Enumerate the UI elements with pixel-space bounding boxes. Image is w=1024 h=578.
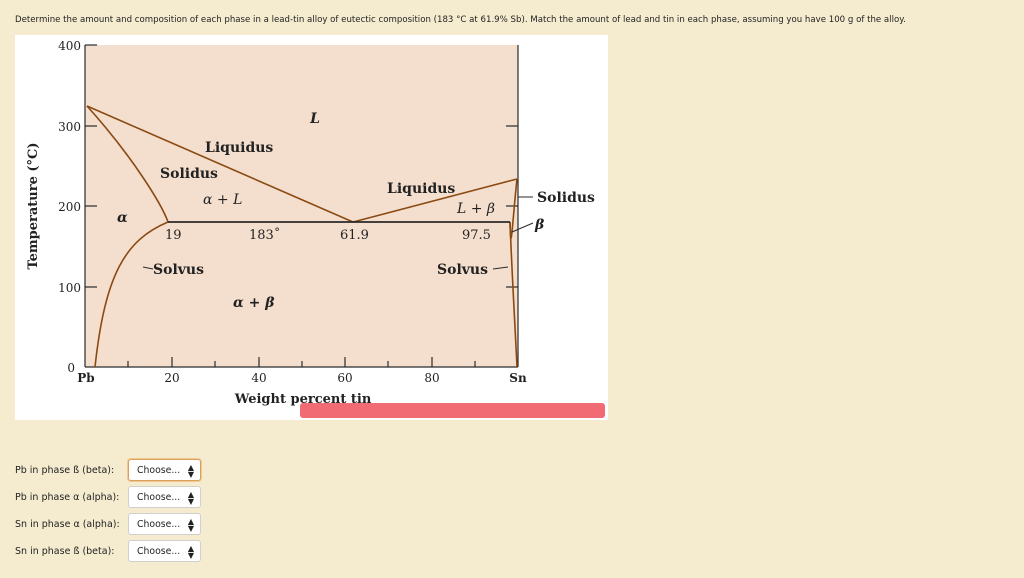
label-61-9: 61.9 (340, 228, 369, 243)
label-97-5: 97.5 (462, 228, 491, 243)
solidus-left-curve (86, 105, 169, 223)
question-row-sn-beta: Sn in phase ß (beta): Choose... ▲ ▼ (15, 540, 201, 562)
select-value: Choose... (137, 545, 181, 557)
question-label: Pb in phase ß (beta): (15, 464, 115, 476)
y-axis-label: Temperature (°C) (26, 142, 41, 269)
question-label: Sn in phase ß (beta): (15, 545, 115, 557)
label-19: 19 (165, 228, 182, 243)
beta-leader (511, 222, 534, 233)
y-ticks (85, 44, 518, 288)
question-text: Determine the amount and composition of … (15, 15, 906, 25)
label-liquidus-right: Liquidus (387, 181, 455, 197)
x-tick-40: 40 (251, 371, 266, 385)
label-beta: β (534, 217, 545, 233)
solvus-right-curve (509, 221, 518, 368)
select-value: Choose... (137, 464, 181, 476)
y-tick-200: 200 (58, 200, 81, 214)
sn-beta-select[interactable]: Choose... ▲ ▼ (128, 540, 201, 562)
sn-alpha-select[interactable]: Choose... ▲ ▼ (128, 513, 201, 535)
liquidus-left-line (86, 105, 354, 223)
label-solvus-right: Solvus (437, 262, 488, 278)
label-alpha-beta: α + β (233, 295, 275, 311)
plot-area (85, 45, 518, 367)
x-tick-pb: Pb (77, 371, 94, 385)
pb-beta-select[interactable]: Choose... ▲ ▼ (128, 459, 201, 481)
phase-diagram-svg: 400 300 200 100 0 Pb 20 40 60 80 Sn Temp… (26, 39, 595, 407)
question-row-sn-alpha: Sn in phase α (alpha): Choose... ▲ ▼ (15, 513, 201, 535)
question-label: Sn in phase α (alpha): (15, 518, 120, 530)
chevron-updown-icon: ▲ ▼ (187, 544, 194, 560)
x-tick-60: 60 (337, 371, 352, 385)
select-value: Choose... (137, 518, 181, 530)
label-solidus-right: Solidus (537, 190, 595, 206)
select-value: Choose... (137, 491, 181, 503)
solvus-left-leader (142, 266, 154, 270)
label-alpha: α (117, 210, 128, 226)
label-solidus-left: Solidus (160, 166, 218, 182)
y-tick-0: 0 (67, 361, 75, 375)
solvus-right-leader (492, 266, 509, 270)
label-alpha-liquid: α + L (203, 192, 242, 208)
question-row-pb-alpha: Pb in phase α (alpha): Choose... ▲ ▼ (15, 486, 201, 508)
y-tick-300: 300 (58, 120, 81, 134)
question-label: Pb in phase α (alpha): (15, 491, 120, 503)
y-tick-100: 100 (58, 281, 81, 295)
chevron-updown-icon: ▲ ▼ (187, 517, 194, 533)
label-183: 183˚ (249, 227, 280, 243)
label-liquidus-left: Liquidus (205, 140, 273, 156)
y-tick-400: 400 (58, 39, 81, 53)
liquidus-right-line (352, 178, 518, 223)
solvus-left-curve (94, 221, 169, 368)
x-ticks (127, 357, 476, 367)
chevron-updown-icon: ▲ ▼ (187, 463, 194, 479)
x-tick-sn: Sn (509, 371, 527, 385)
question-row-pb-beta: Pb in phase ß (beta): Choose... ▲ ▼ (15, 459, 201, 481)
phase-diagram: 400 300 200 100 0 Pb 20 40 60 80 Sn Temp… (15, 35, 608, 420)
label-liquid: L (309, 111, 320, 127)
x-tick-20: 20 (164, 371, 179, 385)
label-liquid-beta: L + β (456, 201, 495, 217)
x-tick-80: 80 (424, 371, 439, 385)
redaction-mark (300, 403, 605, 418)
label-solvus-left: Solvus (153, 262, 204, 278)
pb-alpha-select[interactable]: Choose... ▲ ▼ (128, 486, 201, 508)
chevron-updown-icon: ▲ ▼ (187, 490, 194, 506)
